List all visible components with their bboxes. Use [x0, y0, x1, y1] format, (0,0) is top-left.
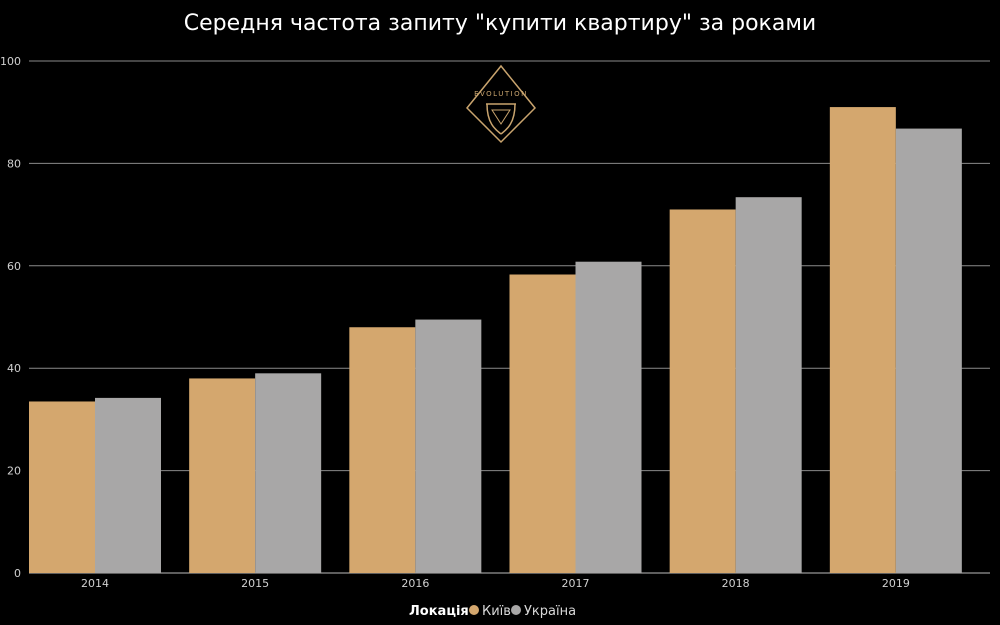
evolution-logo: EVOLUTION	[465, 64, 537, 144]
y-tick-label: 100	[0, 55, 21, 68]
bar-2016-Київ	[349, 327, 416, 573]
legend-marker-Україна	[511, 605, 521, 615]
legend: Локація Київ Україна	[409, 604, 576, 619]
logo-text: EVOLUTION	[474, 90, 528, 98]
x-tick-label: 2016	[401, 577, 429, 590]
bar-2017-Україна	[575, 261, 642, 573]
bar-2019-Україна	[895, 128, 962, 574]
logo-emblem-shape	[486, 103, 516, 135]
bars	[29, 107, 962, 574]
logo-inner-diamond	[491, 109, 511, 125]
bar-2015-Україна	[255, 373, 322, 573]
bar-2016-Україна	[415, 319, 482, 573]
legend-items: Київ Україна	[469, 604, 576, 619]
x-tick-label: 2015	[241, 577, 269, 590]
y-tick-label: 40	[7, 362, 21, 375]
y-tick-label: 20	[7, 465, 21, 478]
y-axis-ticks: 0 20 40 60 80 100	[0, 55, 21, 580]
bar-2015-Київ	[189, 378, 256, 573]
legend-marker-Київ	[469, 605, 479, 615]
bar-2014-Україна	[95, 397, 161, 573]
legend-title: Локація	[409, 604, 469, 619]
x-tick-label: 2019	[882, 577, 910, 590]
y-tick-label: 0	[14, 567, 21, 580]
legend-label: Україна	[524, 604, 576, 619]
x-tick-label: 2017	[562, 577, 590, 590]
bar-2019-Київ	[829, 107, 896, 573]
bar-2018-Київ	[669, 209, 736, 574]
y-tick-label: 80	[7, 157, 21, 170]
legend-label: Київ	[482, 604, 511, 619]
y-tick-label: 60	[7, 260, 21, 273]
chart-title: Середня частота запиту "купити квартиру"…	[184, 11, 816, 36]
bar-2018-Україна	[735, 197, 802, 573]
bar-2017-Київ	[509, 274, 576, 573]
logo-diamond-frame	[465, 64, 537, 144]
x-tick-label: 2014	[81, 577, 109, 590]
bar-2014-Київ	[29, 401, 95, 573]
x-tick-label: 2018	[722, 577, 750, 590]
x-axis-ticks: 2014 2015 2016 2017 2018 2019	[81, 577, 910, 590]
